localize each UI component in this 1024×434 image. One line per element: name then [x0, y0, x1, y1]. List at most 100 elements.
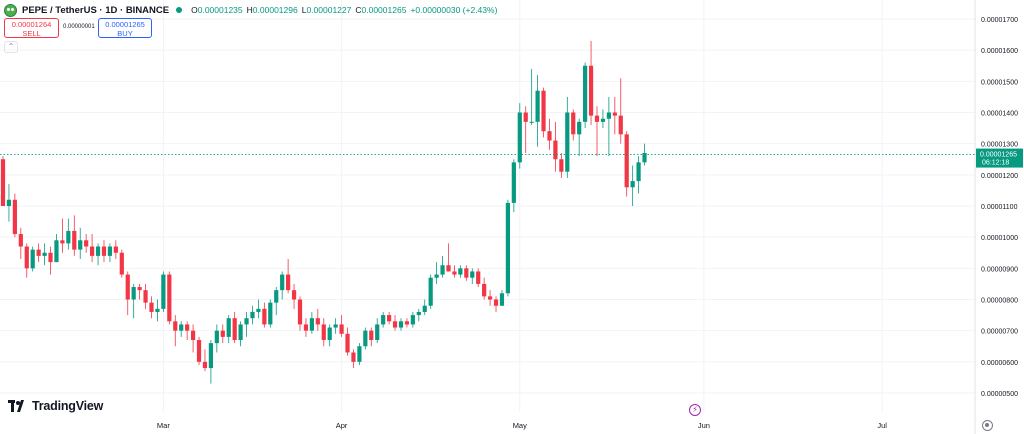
candle [398, 318, 404, 331]
candle-body [185, 324, 190, 331]
tradingview-brand[interactable]: TradingView [8, 399, 103, 413]
candle-body [155, 308, 160, 312]
candle-body [196, 340, 202, 362]
candle-body [167, 274, 172, 322]
candle [363, 327, 368, 350]
candle [84, 234, 89, 253]
candle-body [381, 315, 386, 325]
candle [131, 283, 136, 319]
candle [119, 249, 124, 278]
candle-body [143, 290, 148, 303]
candle-body [470, 271, 475, 278]
candle-body [95, 246, 101, 256]
tradingview-logo-icon [8, 400, 24, 412]
candle [143, 283, 148, 309]
candle-body [404, 321, 410, 325]
candle-body [220, 330, 225, 337]
candle-body [42, 252, 47, 256]
candle-body [274, 290, 279, 303]
candle [90, 234, 95, 263]
buy-button[interactable]: 0.00001265 BUY [98, 18, 152, 38]
candle [250, 305, 255, 325]
candle-body [268, 302, 273, 325]
low-key: L [301, 5, 307, 15]
candle-body [12, 199, 17, 235]
candle [440, 255, 445, 278]
candle-body [101, 246, 107, 256]
candle-body [440, 265, 445, 275]
candle-body [161, 274, 166, 309]
candle-body [600, 118, 606, 122]
candle-body [315, 318, 320, 325]
sell-button[interactable]: 0.00001264 SELL [4, 18, 59, 38]
candle-body [499, 293, 505, 306]
last-price-label: 0.00001265 [980, 152, 1017, 159]
candle [422, 299, 427, 316]
candle [268, 299, 273, 328]
price-tick-label: 0.00001600 [981, 48, 1018, 55]
candle-body [84, 240, 89, 247]
candle [256, 299, 261, 319]
candle-body [238, 324, 243, 341]
price-tick-label: 0.00001400 [981, 111, 1018, 118]
candle-body [410, 315, 415, 325]
candle [434, 262, 439, 284]
candle-body [363, 330, 368, 347]
candle-body [487, 296, 493, 300]
candle-body [375, 324, 380, 341]
candle-body [297, 299, 303, 325]
symbol-title[interactable]: PEPE / TetherUS · 1D · BINANCE [22, 4, 170, 16]
candle-body [588, 65, 594, 116]
lightning-icon[interactable]: ⚡ [689, 404, 701, 416]
candle [54, 234, 59, 263]
settings-gear-icon[interactable] [982, 420, 993, 431]
candle [410, 311, 415, 328]
candle [612, 96, 617, 135]
candle-body [244, 318, 249, 325]
candle [297, 296, 303, 331]
candle-body [48, 252, 53, 263]
candle-body [125, 274, 130, 300]
candle [381, 311, 386, 328]
candle [553, 121, 558, 172]
candle [416, 308, 421, 322]
candle-body [78, 240, 83, 250]
candle-body [280, 274, 285, 291]
chart-legend: PEPE / TetherUS · 1D · BINANCE O0.000012… [4, 3, 497, 17]
candle-body [72, 230, 77, 250]
candle-body [30, 249, 35, 269]
last-price-label-box [976, 148, 1023, 168]
candle-body [565, 112, 570, 172]
time-tick-label: Mar [157, 421, 170, 430]
candle-body [535, 90, 540, 122]
candle-body [583, 65, 588, 122]
candle [387, 311, 392, 325]
candle [101, 240, 107, 263]
candle [173, 315, 178, 347]
candle-body [446, 265, 451, 272]
time-axis: Mar Apr May Jun Jul [157, 421, 887, 430]
candle [321, 318, 326, 347]
candle [190, 324, 196, 353]
candle [464, 265, 469, 281]
candle [327, 324, 332, 347]
candle [529, 68, 534, 125]
candle-body [529, 121, 534, 123]
collapse-icon[interactable]: ⌃ [4, 41, 18, 53]
buy-label: BUY [117, 29, 133, 38]
candle-body [642, 153, 647, 163]
candle-body [66, 230, 71, 244]
candle-body [54, 240, 59, 263]
countdown-label: 06:12:18 [982, 160, 1009, 167]
candle [113, 240, 118, 259]
candle [493, 296, 499, 312]
candle-body [434, 274, 439, 278]
candle [226, 315, 231, 344]
candle-body [351, 352, 356, 362]
candle-body [511, 162, 516, 203]
candle-body [173, 321, 178, 331]
candle-body [291, 290, 297, 300]
candle [470, 268, 475, 284]
candle-body [60, 240, 65, 244]
